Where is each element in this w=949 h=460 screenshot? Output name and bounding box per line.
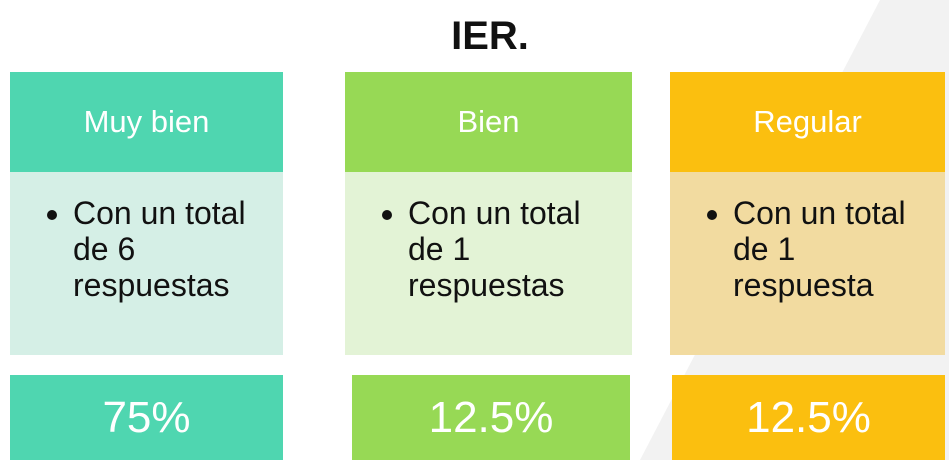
column-header: Muy bien [10,72,283,172]
bullet-text: Con un total de 6 respuestas [73,195,273,303]
bullet-list: Con un total de 6 respuestas [40,195,273,303]
column-body: Con un total de 1 respuestas [345,172,632,355]
percent-box: 12.5% [352,375,630,460]
title: IER. [451,14,529,58]
bullet-list: Con un total de 1 respuesta [700,195,935,303]
column-body: Con un total de 1 respuesta [670,172,945,355]
bullet-text: Con un total de 1 respuestas [408,195,622,303]
column-body: Con un total de 6 respuestas [10,172,283,355]
column-header: Regular [670,72,945,172]
percent-box: 12.5% [672,375,945,460]
column-header: Bien [345,72,632,172]
percent-box: 75% [10,375,283,460]
bullet-list: Con un total de 1 respuestas [375,195,622,303]
bullet-text: Con un total de 1 respuesta [733,195,935,303]
